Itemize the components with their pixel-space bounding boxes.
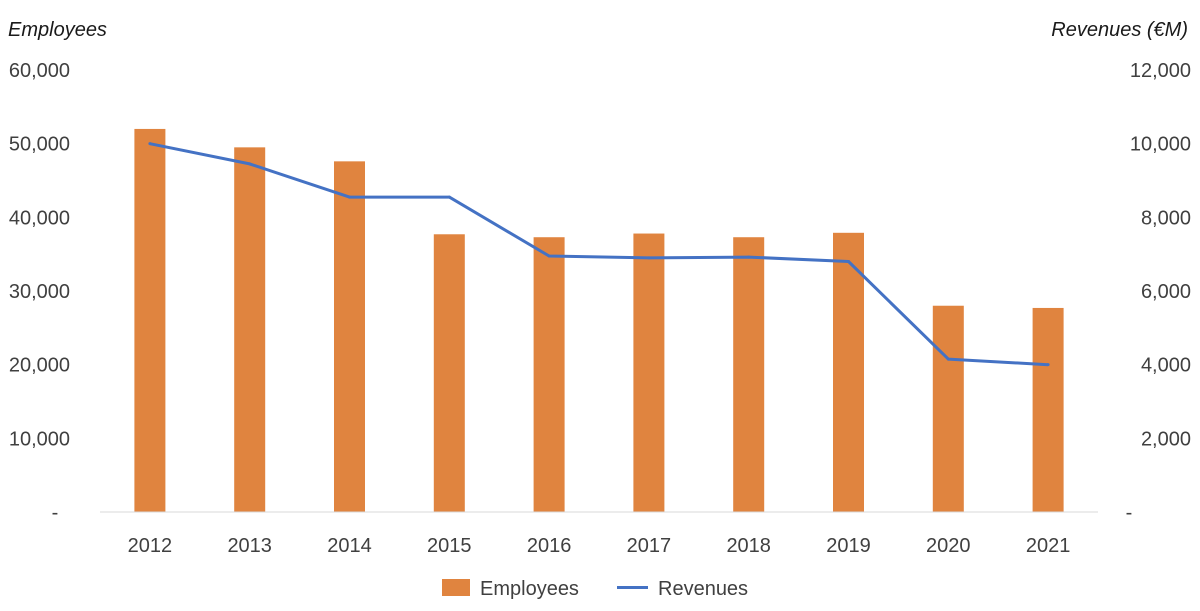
legend: Employees Revenues (442, 578, 748, 600)
revenues-point (547, 254, 551, 258)
y-right-tick-label: 6,000 (1141, 281, 1191, 303)
employees-bar (932, 305, 964, 512)
y-right-tick-label: - (1126, 502, 1133, 524)
employees-bar (433, 234, 465, 512)
revenues-point (1046, 363, 1050, 367)
revenues-point (447, 195, 451, 199)
revenues-point (248, 162, 252, 166)
x-tick-label: 2016 (527, 535, 572, 557)
x-tick-label: 2021 (1026, 535, 1071, 557)
revenues-point (348, 195, 351, 199)
y-axis-right-ticks: - 2,000 4,000 6,000 8,000 10,000 12,000 (1126, 60, 1191, 524)
employees-bar (633, 233, 665, 513)
y-right-tick-label: 12,000 (1130, 60, 1191, 82)
y-axis-left-ticks: - 10,000 20,000 30,000 40,000 50,000 60,000 (9, 60, 70, 524)
legend-employees-label: Employees (480, 578, 579, 600)
y-right-tick-label: 4,000 (1141, 355, 1191, 377)
employees-bar (334, 161, 365, 512)
y-right-tick-label: 10,000 (1130, 134, 1191, 156)
y-left-tick-label: 20,000 (9, 355, 70, 377)
x-tick-label: 2020 (926, 535, 971, 557)
revenues-point (946, 357, 950, 361)
x-tick-label: 2017 (627, 535, 672, 557)
x-tick-label: 2018 (726, 535, 771, 557)
y-left-tick-label: 60,000 (9, 60, 70, 82)
y-axis-right-title: Revenues (€M) (1051, 19, 1188, 41)
revenues-point (647, 256, 651, 260)
x-tick-label: 2015 (427, 535, 472, 557)
y-left-tick-label: 40,000 (9, 207, 70, 229)
x-tick-label: 2019 (826, 535, 871, 557)
x-tick-label: 2014 (327, 535, 372, 557)
employees-bar (134, 128, 166, 512)
y-left-tick-label: 50,000 (9, 134, 70, 156)
revenues-point (847, 260, 850, 264)
revenues-point (747, 255, 751, 259)
legend-employees-swatch (442, 579, 470, 596)
y-right-tick-label: 8,000 (1141, 207, 1191, 229)
employees-bar (533, 237, 565, 512)
y-left-tick-label: - (52, 502, 59, 524)
employees-bar (1032, 307, 1064, 512)
x-tick-label: 2012 (128, 535, 173, 557)
employees-bars (134, 128, 1064, 513)
y-axis-left-title: Employees (8, 19, 107, 41)
revenues-line-series (148, 142, 1050, 367)
employees-bar (833, 232, 864, 512)
revenues-line (149, 142, 1049, 367)
y-left-tick-label: 10,000 (9, 428, 70, 450)
x-tick-label: 2013 (227, 535, 272, 557)
y-right-tick-label: 2,000 (1141, 428, 1191, 450)
legend-revenues-label: Revenues (658, 578, 748, 600)
employees-bar (733, 237, 765, 512)
y-left-tick-label: 30,000 (9, 281, 70, 303)
revenues-point (148, 142, 152, 146)
x-axis-ticks: 2012 2013 2014 2015 2016 2017 2018 2019 2020 2021 (128, 535, 1071, 557)
employees-bar (234, 147, 266, 512)
